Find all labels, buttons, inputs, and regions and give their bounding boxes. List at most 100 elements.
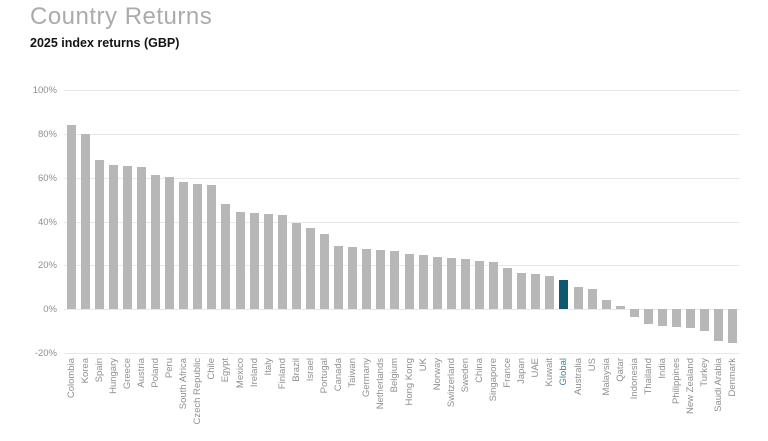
x-label-netherlands: Netherlands: [375, 358, 387, 410]
bar-belgium: [390, 251, 400, 310]
x-label-czech-republic: Czech Republic: [192, 358, 204, 425]
bar-china: [474, 260, 484, 310]
x-label-hong-kong: Hong Kong: [403, 358, 415, 406]
x-label-uae: UAE: [530, 358, 542, 378]
x-label-malaysia: Malaysia: [600, 358, 612, 396]
x-label-denmark: Denmark: [727, 358, 739, 397]
gridline-80: [64, 133, 740, 135]
bar-saudi-arabia: [714, 309, 724, 341]
x-label-spain: Spain: [93, 358, 105, 383]
x-label-egypt: Egypt: [220, 358, 232, 383]
bar-netherlands: [376, 249, 386, 310]
bar-sweden: [460, 258, 470, 310]
x-label-sweden: Sweden: [459, 358, 471, 393]
chart-subtitle: 2025 index returns (GBP): [30, 36, 180, 50]
x-label-hungary: Hungary: [107, 358, 119, 394]
bar-czech-republic: [193, 184, 203, 310]
x-label-greece: Greece: [121, 358, 133, 390]
x-label-peru: Peru: [164, 358, 176, 379]
x-label-saudi-arabia: Saudi Arabia: [713, 358, 725, 412]
bar-indonesia: [629, 309, 639, 317]
bar-south-africa: [179, 182, 189, 310]
x-label-indonesia: Indonesia: [628, 358, 640, 400]
x-label-global: Global: [558, 358, 570, 386]
y-tick-label-20: 20%: [37, 260, 57, 272]
bar-taiwan: [348, 246, 358, 310]
bar-korea: [80, 133, 90, 310]
x-label-ireland: Ireland: [248, 358, 260, 388]
x-label-colombia: Colombia: [65, 358, 77, 399]
x-label-switzerland: Switzerland: [445, 358, 457, 408]
x-label-austria: Austria: [135, 358, 147, 388]
gridline-20: [64, 265, 740, 267]
bar-colombia: [66, 125, 76, 310]
x-label-china: China: [473, 358, 485, 383]
bar-spain: [94, 160, 104, 310]
x-label-brazil: Brazil: [290, 358, 302, 382]
x-label-norway: Norway: [431, 358, 443, 391]
x-label-portugal: Portugal: [319, 358, 331, 394]
bar-canada: [334, 245, 344, 310]
bar-hungary: [108, 164, 118, 310]
bar-poland: [151, 175, 161, 310]
x-label-japan: Japan: [516, 358, 528, 384]
bar-hong-kong: [404, 254, 414, 310]
x-label-south-africa: South Africa: [178, 358, 190, 410]
x-label-mexico: Mexico: [234, 358, 246, 389]
y-tick-label-100: 100%: [32, 85, 57, 96]
bar-australia: [573, 287, 583, 310]
x-label-singapore: Singapore: [488, 358, 500, 402]
x-label-chile: Chile: [206, 358, 218, 380]
x-label-qatar: Qatar: [614, 358, 626, 382]
bar-philippines: [672, 309, 682, 327]
x-label-finland: Finland: [276, 358, 288, 390]
bar-austria: [136, 166, 146, 310]
bar-denmark: [728, 309, 738, 344]
x-axis-labels: Colombia Korea Spain Hungary Greece Austria Po…: [64, 358, 740, 441]
bar-thailand: [643, 309, 653, 325]
bar-italy: [263, 213, 273, 310]
x-label-new-zealand: New Zealand: [685, 358, 697, 414]
x-label-germany: Germany: [361, 358, 373, 398]
bar-brazil: [291, 222, 301, 310]
bar-israel: [305, 228, 315, 310]
bar-ireland: [249, 212, 259, 310]
x-label-belgium: Belgium: [389, 358, 401, 393]
x-label-taiwan: Taiwan: [347, 358, 359, 388]
bar-us: [587, 289, 597, 310]
y-tick-label-0: 0%: [43, 304, 57, 316]
y-tick-label-60: 60%: [37, 172, 57, 184]
gridline--20: [64, 353, 740, 354]
bar-peru: [165, 176, 175, 310]
x-label-australia: Australia: [572, 358, 584, 395]
x-label-uk: UK: [417, 358, 429, 372]
bar-qatar: [615, 305, 625, 310]
bar-new-zealand: [686, 309, 696, 328]
x-label-israel: Israel: [304, 358, 316, 382]
bar-kuwait: [545, 276, 555, 310]
bar-france: [503, 267, 513, 310]
gridline-40: [64, 221, 740, 223]
bar-japan: [517, 273, 527, 310]
x-label-us: US: [586, 358, 598, 372]
chart-title: Country Returns: [30, 3, 213, 30]
gridline-100: [64, 90, 740, 91]
bar-egypt: [221, 203, 231, 310]
x-label-poland: Poland: [150, 358, 162, 388]
bar-uae: [531, 274, 541, 310]
gridline-0: [64, 309, 740, 311]
y-tick-label-40: 40%: [37, 216, 57, 228]
plot-area: [64, 90, 740, 354]
gridline-60: [64, 177, 740, 179]
bar-greece: [122, 165, 132, 310]
bar-norway: [432, 256, 442, 310]
bar-switzerland: [446, 257, 456, 310]
x-label-india: India: [657, 358, 669, 379]
x-label-korea: Korea: [79, 358, 91, 384]
bar-singapore: [489, 262, 499, 310]
bar-finland: [277, 214, 287, 310]
bar-global: [559, 279, 569, 310]
bar-uk: [418, 255, 428, 310]
